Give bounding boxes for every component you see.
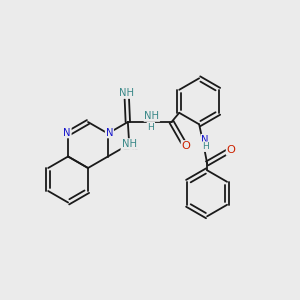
Text: NH: NH: [144, 111, 159, 121]
Text: N: N: [201, 135, 209, 145]
Text: H: H: [202, 142, 208, 151]
Text: NH: NH: [122, 139, 137, 149]
Text: N: N: [106, 128, 113, 137]
Text: O: O: [182, 141, 190, 151]
Text: O: O: [227, 145, 236, 155]
Text: H: H: [147, 122, 154, 131]
Text: N: N: [63, 128, 71, 137]
Text: NH: NH: [119, 88, 134, 98]
Text: CH₃: CH₃: [121, 143, 138, 152]
